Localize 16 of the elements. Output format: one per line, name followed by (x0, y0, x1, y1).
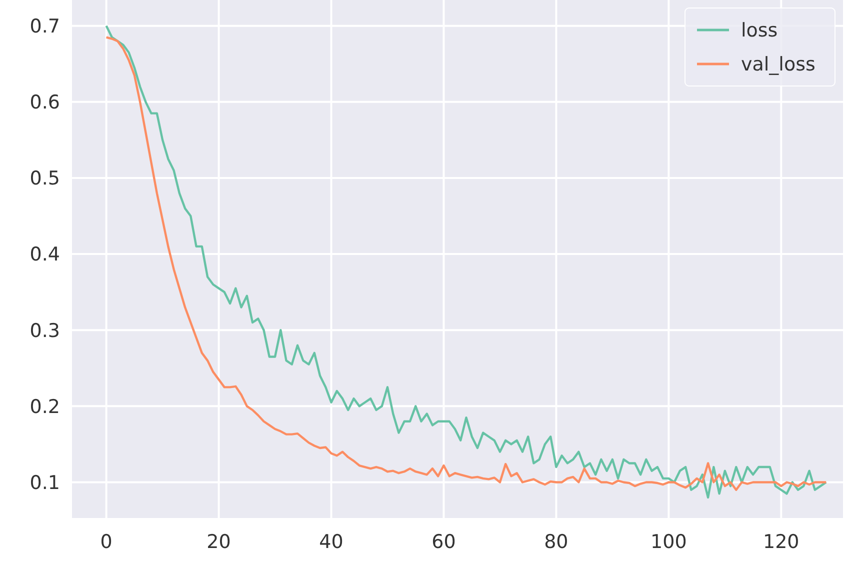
legend-label: val_loss (741, 54, 816, 76)
y-tick-label: 0.6 (30, 92, 60, 114)
y-tick-label: 0.7 (30, 16, 60, 38)
y-tick-label: 0.3 (30, 320, 60, 342)
x-tick-label: 40 (319, 531, 344, 553)
x-tick-label: 60 (432, 531, 456, 553)
x-tick-label: 0 (100, 531, 112, 553)
y-tick-label: 0.1 (30, 472, 60, 494)
y-tick-label: 0.5 (30, 168, 60, 190)
x-tick-label: 20 (206, 531, 231, 553)
x-tick-label: 120 (763, 531, 800, 553)
x-tick-label: 80 (544, 531, 568, 553)
y-tick-label: 0.4 (30, 244, 60, 266)
y-tick-label: 0.2 (30, 396, 60, 418)
legend-label: loss (741, 20, 778, 42)
x-tick-label: 100 (650, 531, 687, 553)
